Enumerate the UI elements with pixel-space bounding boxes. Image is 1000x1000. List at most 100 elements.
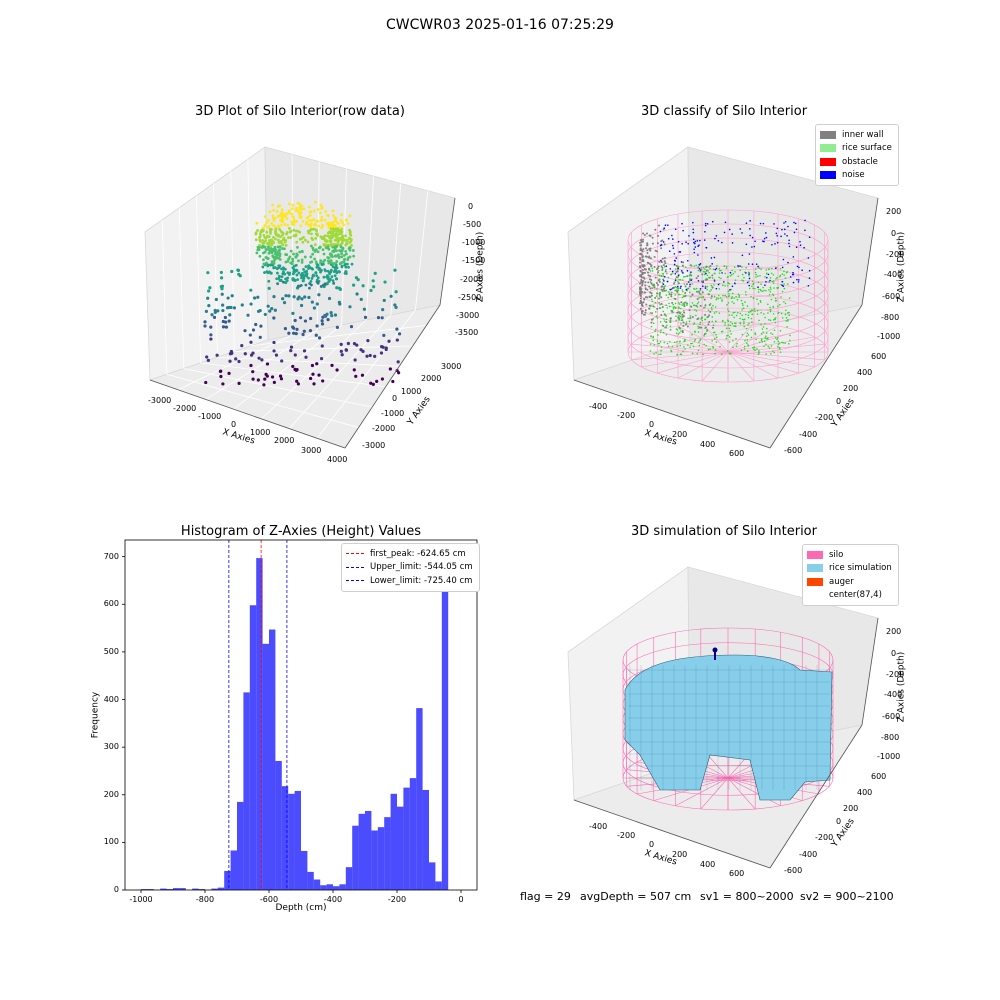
scatter-point: [397, 371, 401, 375]
scatter-point: [286, 223, 290, 227]
inner-wall-point: [641, 282, 644, 285]
p1-ztick: -3500: [455, 328, 479, 337]
scatter-point: [262, 383, 266, 387]
inner-wall-point: [641, 284, 644, 287]
scatter-point: [348, 230, 352, 234]
inner-wall-point: [648, 268, 651, 271]
p4-ytick: -600: [784, 866, 803, 875]
scatter-point: [339, 342, 343, 346]
inner-wall-point: [660, 240, 663, 243]
inner-wall-point: [660, 296, 663, 299]
scatter-point: [273, 308, 277, 312]
scatter-point: [205, 355, 209, 359]
inner-wall-point: [653, 286, 656, 289]
scatter-point: [320, 224, 324, 228]
scatter-point: [350, 262, 354, 266]
scatter-point: [272, 249, 276, 253]
inner-wall-point: [663, 289, 666, 292]
scatter-point: [292, 295, 296, 299]
scatter-point: [259, 230, 263, 234]
scatter-point: [266, 245, 270, 249]
scatter-point: [268, 270, 271, 274]
scatter-point: [308, 224, 312, 227]
scatter-point: [291, 278, 295, 282]
inner-wall-point: [643, 291, 646, 294]
legend-swatch: [807, 591, 823, 600]
scatter-point: [273, 225, 277, 229]
scatter-point: [209, 333, 213, 337]
p1-ytick: -3000: [362, 441, 386, 450]
scatter-point: [300, 276, 303, 280]
scatter-point: [280, 208, 284, 212]
scatter-point: [320, 218, 324, 222]
scatter-point: [265, 221, 268, 225]
inner-wall-point: [658, 297, 661, 300]
scatter-point: [292, 228, 296, 232]
scatter-point: [338, 302, 342, 306]
scatter-point: [394, 305, 398, 309]
inner-wall-point: [701, 291, 704, 294]
scatter-point: [308, 213, 312, 217]
scatter-point: [319, 357, 324, 361]
scatter-point: [286, 260, 290, 263]
inner-wall-point: [644, 311, 647, 314]
scatter-point: [310, 277, 314, 280]
scatter-point: [289, 249, 293, 253]
scatter-point: [299, 303, 304, 308]
scatter-point: [391, 379, 395, 384]
scatter-point: [343, 258, 346, 262]
scatter-point: [313, 222, 317, 226]
scatter-point: [295, 379, 299, 383]
scatter-point: [320, 322, 325, 326]
scatter-point: [267, 286, 271, 290]
scatter-point: [339, 218, 343, 222]
scatter-point: [333, 233, 337, 237]
scatter-point: [318, 211, 322, 215]
scatter-point: [246, 313, 250, 317]
inner-wall-point: [649, 287, 652, 290]
inner-wall-point: [639, 266, 642, 269]
scatter-point: [301, 219, 305, 223]
inner-wall-point: [699, 304, 702, 307]
inner-wall-point: [644, 288, 647, 291]
grid-line: [177, 334, 293, 391]
scatter-point: [329, 223, 333, 227]
scatter-point: [278, 252, 282, 256]
scatter-point: [310, 300, 314, 304]
silo-spoke: [631, 343, 729, 353]
scatter-point: [331, 279, 335, 283]
scatter-point: [225, 306, 230, 310]
scatter-point: [279, 230, 283, 233]
scatter-point: [272, 349, 276, 353]
scatter-point: [334, 277, 339, 281]
p1-ytick: -1000: [381, 409, 405, 418]
scatter-point: [281, 233, 284, 237]
inner-wall-point: [658, 260, 661, 263]
inner-wall-point: [695, 277, 698, 280]
scatter-point: [265, 230, 269, 234]
inner-wall-point: [711, 274, 714, 277]
grid-line: [415, 190, 429, 311]
scatter-point: [270, 306, 274, 311]
scatter-point: [265, 362, 270, 366]
p1-ztick: -2500: [458, 293, 482, 302]
scatter-point: [286, 276, 290, 280]
scatter-point: [203, 324, 207, 328]
scatter-point: [332, 270, 336, 273]
scatter-point: [261, 226, 265, 230]
scatter-point: [335, 260, 339, 263]
p1-ytick: 2000: [421, 374, 442, 383]
inner-wall-point: [656, 242, 659, 245]
scatter-point: [393, 268, 397, 272]
p1-xtick: -2000: [173, 404, 197, 413]
grid-line: [341, 168, 347, 326]
scatter-point: [278, 258, 282, 261]
scatter-point: [301, 279, 305, 283]
scatter-point: [324, 246, 328, 250]
p4-ztick: 200: [886, 627, 902, 636]
scatter-point: [352, 368, 356, 372]
p4-xtick: 600: [729, 869, 745, 878]
inner-wall-point: [696, 290, 699, 293]
scatter-point: [323, 218, 327, 222]
scatter-point: [213, 308, 217, 313]
